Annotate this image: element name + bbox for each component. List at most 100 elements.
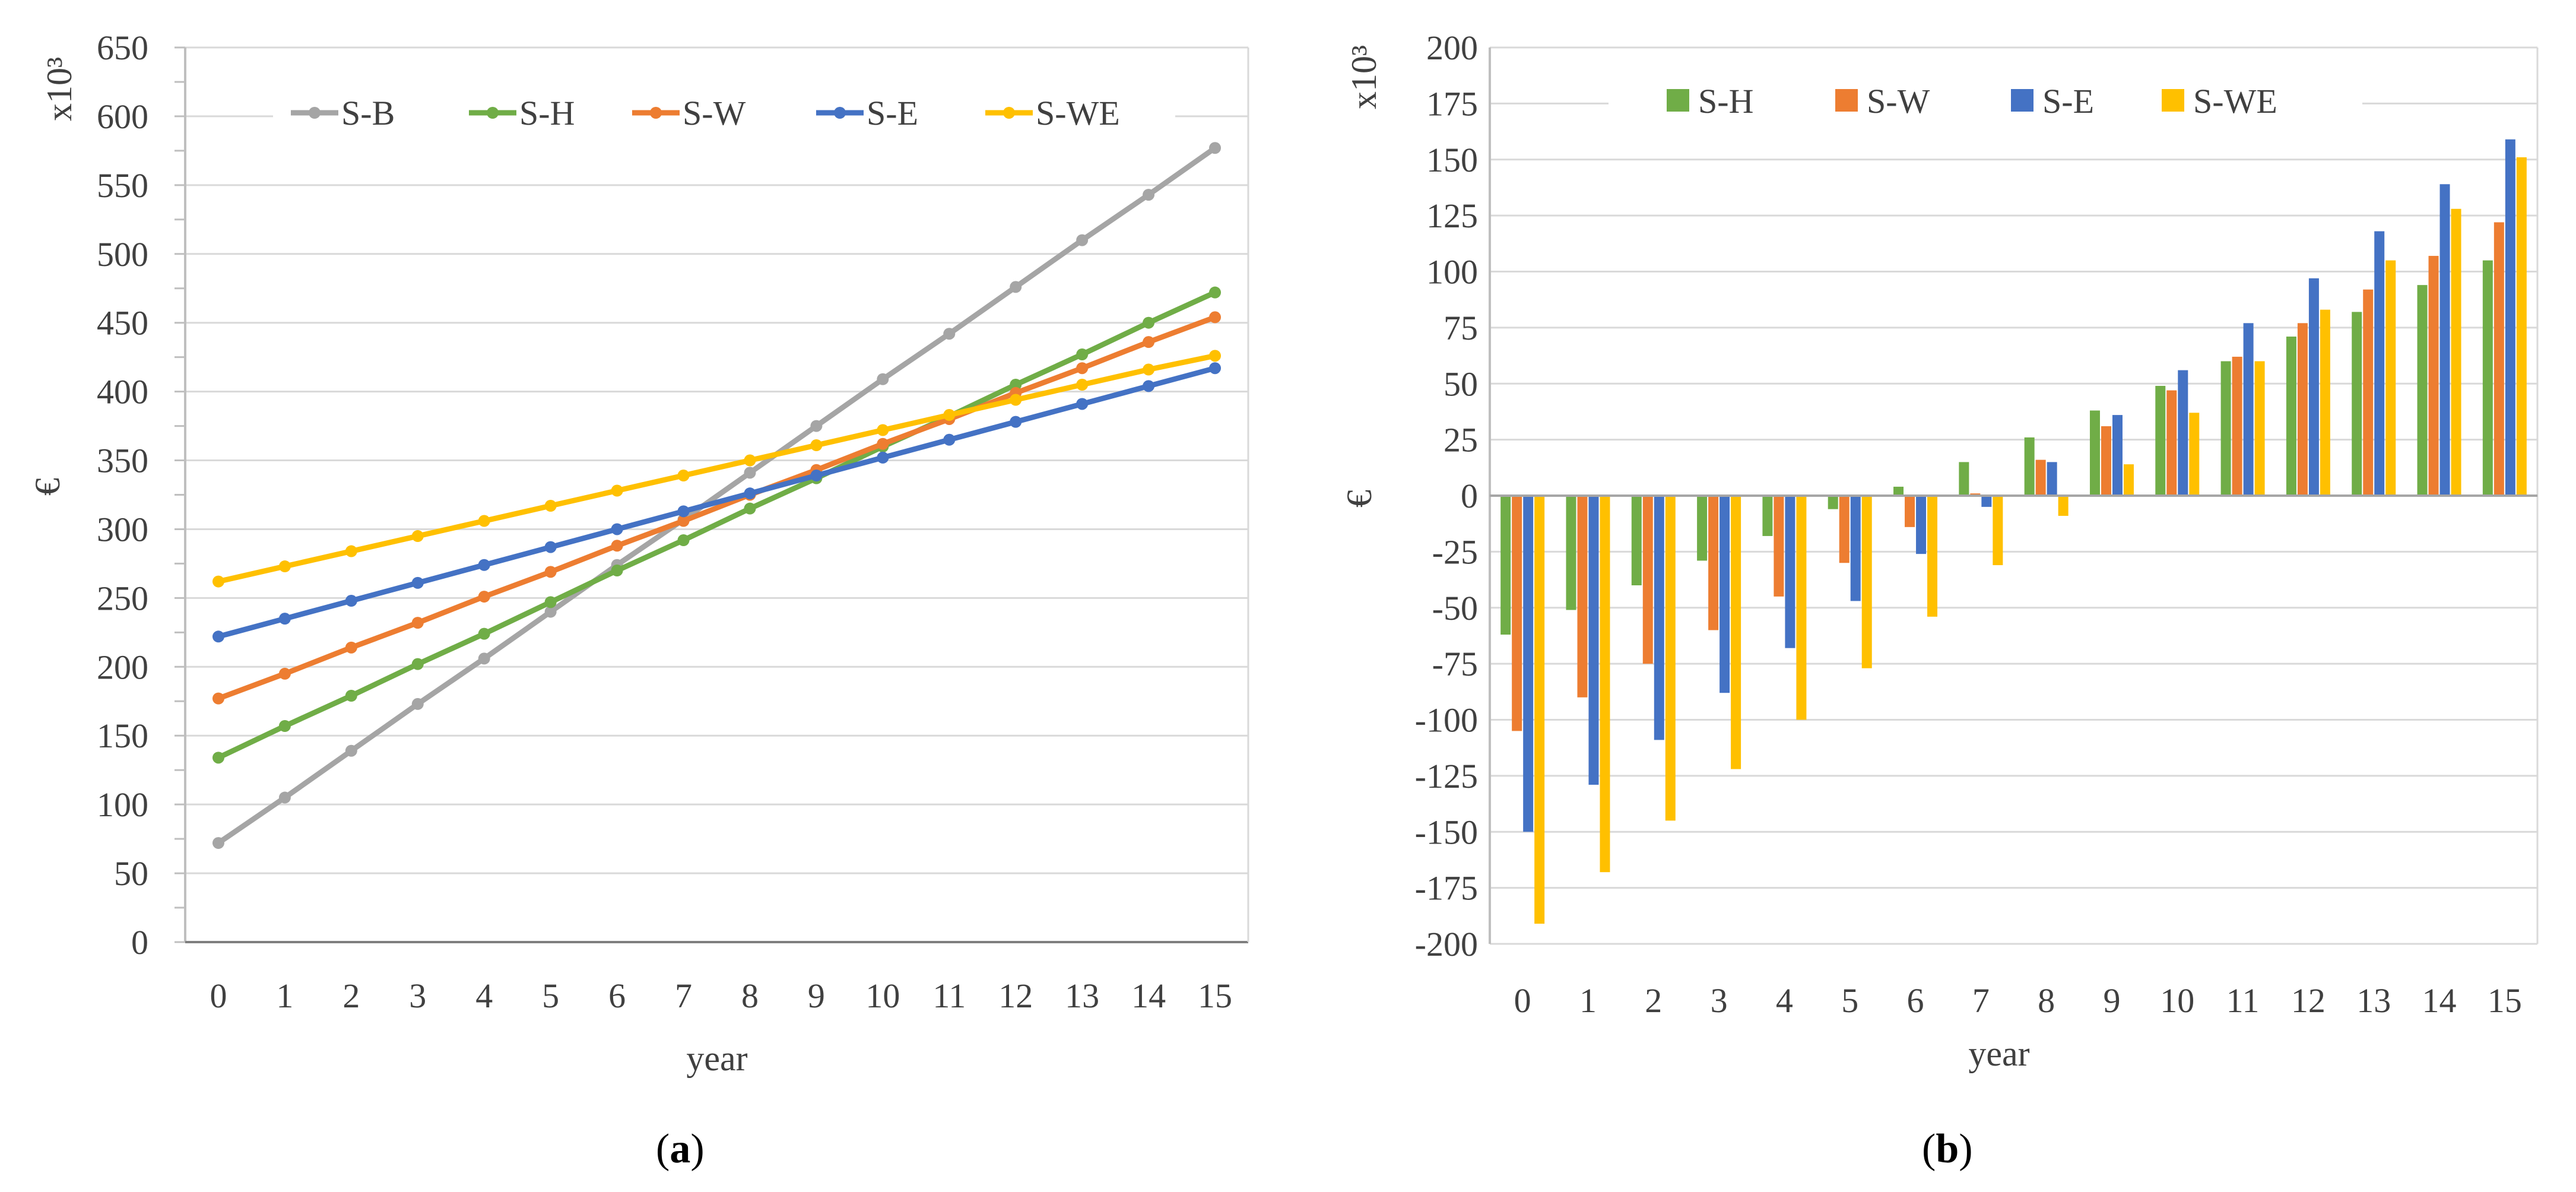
- data-point-S-E: [611, 523, 623, 535]
- legend-marker-S-E: [834, 107, 846, 119]
- y-tick-label: -50: [1432, 589, 1478, 627]
- y-tick-label: 100: [97, 785, 148, 824]
- bar-S-WE: [2385, 260, 2396, 496]
- y-tick-label: 125: [1426, 196, 1478, 235]
- data-point-S-W: [212, 692, 224, 705]
- bar-S-WE: [1600, 496, 1610, 873]
- y-tick-label: 450: [97, 304, 148, 343]
- bar-S-W: [2297, 323, 2308, 496]
- chart-b-y-axis-label: €: [1340, 490, 1379, 508]
- bar-S-W: [1774, 496, 1784, 597]
- data-point-S-H: [1143, 316, 1155, 329]
- y-tick-label: 350: [97, 442, 148, 480]
- y-tick-label: -150: [1415, 813, 1478, 851]
- data-point-S-W: [411, 617, 424, 629]
- x-tick-label: 9: [808, 977, 825, 1015]
- x-tick-label: 10: [2160, 981, 2194, 1020]
- bar-S-WE: [2123, 464, 2134, 496]
- bar-S-H: [2089, 410, 2100, 496]
- series-line-S-B: [217, 145, 1217, 845]
- legend-label-S-WE: S-WE: [1036, 94, 1120, 132]
- bar-S-H: [1631, 496, 1642, 585]
- data-point-S-H: [212, 752, 224, 764]
- data-point-S-WE: [1143, 363, 1155, 376]
- bar-S-W: [2166, 390, 2177, 496]
- data-point-S-E: [677, 505, 690, 518]
- data-point-S-B: [1209, 142, 1222, 154]
- x-tick-label: 4: [475, 977, 493, 1015]
- data-point-S-WE: [278, 560, 291, 573]
- y-tick-label: 200: [1426, 28, 1478, 67]
- data-point-S-H: [1209, 286, 1222, 299]
- data-point-S-W: [1209, 311, 1222, 324]
- data-point-S-WE: [677, 470, 690, 482]
- bar-S-W: [2035, 459, 2046, 496]
- x-tick-label: 7: [1972, 981, 1990, 1020]
- y-tick-label: 75: [1444, 309, 1478, 347]
- x-tick-label: 11: [932, 977, 966, 1015]
- y-tick-label: 25: [1444, 421, 1478, 459]
- bar-S-WE: [1993, 496, 2003, 566]
- bar-S-WE: [2254, 361, 2265, 496]
- bar-S-WE: [2058, 496, 2069, 516]
- data-point-S-WE: [877, 424, 889, 436]
- bar-S-WE: [1861, 496, 1872, 668]
- data-point-S-WE: [212, 575, 224, 588]
- legend-label-S-E: S-E: [867, 94, 918, 132]
- data-point-S-W: [677, 515, 690, 527]
- x-tick-label: 8: [2038, 981, 2055, 1020]
- y-tick-label: 300: [97, 510, 148, 549]
- bar-S-H: [2352, 312, 2362, 496]
- legend-label-S-W: S-W: [1867, 82, 1930, 121]
- data-point-S-W: [611, 540, 623, 552]
- data-point-S-H: [611, 565, 623, 577]
- x-tick-label: 8: [741, 977, 759, 1015]
- data-point-S-WE: [544, 500, 557, 512]
- y-tick-label: 650: [97, 28, 148, 67]
- bar-S-H: [1762, 496, 1773, 536]
- data-point-S-E: [943, 433, 956, 446]
- bar-S-H: [1500, 496, 1511, 635]
- y-tick-label: 150: [1426, 141, 1478, 179]
- bar-S-WE: [1927, 496, 1938, 617]
- y-tick-label: -125: [1415, 757, 1478, 795]
- legend-marker-S-H: [487, 107, 499, 119]
- y-tick-label: -175: [1415, 869, 1478, 908]
- chart-b-legend: S-H S-W S-E S-WE: [1609, 77, 2362, 128]
- data-point-S-B: [1010, 281, 1022, 293]
- y-tick-label: 500: [97, 235, 148, 274]
- x-tick-label: 7: [675, 977, 692, 1015]
- chart-b-gridlines: [1489, 46, 2539, 945]
- y-tick-label: 600: [97, 97, 148, 136]
- x-tick-label: 1: [276, 977, 293, 1015]
- legend-swatch-S-H: [1667, 89, 1689, 112]
- bar-S-E: [2243, 323, 2254, 496]
- data-point-S-B: [810, 420, 823, 432]
- y-tick-label: -100: [1415, 701, 1478, 740]
- x-tick-label: 14: [2422, 981, 2457, 1020]
- bar-S-H: [2482, 260, 2493, 496]
- legend-label-S-B: S-B: [341, 94, 395, 132]
- bar-S-W: [2101, 426, 2111, 496]
- x-tick-label: 13: [2356, 981, 2391, 1020]
- legend-background: [1609, 77, 2362, 128]
- y-tick-label: 50: [1444, 364, 1478, 403]
- data-point-S-H: [744, 502, 756, 515]
- x-tick-label: 4: [1776, 981, 1793, 1020]
- bar-S-WE: [1534, 496, 1545, 924]
- bar-S-E: [1720, 496, 1730, 693]
- chart-a-line-chart: 050100150200250300350400450500550600650 …: [28, 28, 1249, 1172]
- bar-S-E: [2112, 415, 2123, 496]
- bar-S-H: [2286, 336, 2296, 496]
- legend-marker-S-W: [650, 107, 662, 119]
- y-tick-label: 150: [97, 717, 148, 755]
- bar-S-WE: [2516, 157, 2527, 496]
- x-tick-label: 5: [1841, 981, 1858, 1020]
- data-point-S-B: [877, 373, 889, 385]
- bar-S-H: [2417, 285, 2428, 496]
- data-point-S-WE: [611, 484, 623, 497]
- x-tick-label: 0: [1514, 981, 1531, 1020]
- y-tick-label: 0: [1461, 477, 1478, 515]
- bar-S-E: [1588, 496, 1599, 785]
